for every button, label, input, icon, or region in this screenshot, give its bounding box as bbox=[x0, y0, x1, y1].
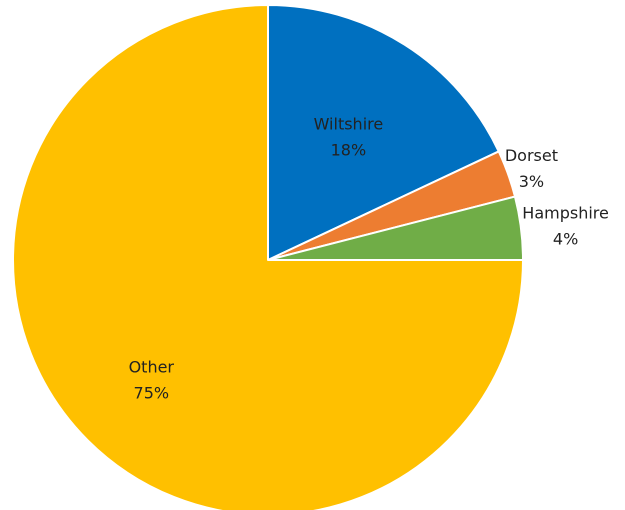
data-label-hampshire: Hampshire 4% bbox=[522, 203, 609, 248]
pie-slice-other bbox=[12, 4, 524, 510]
data-label-value: 4% bbox=[553, 229, 578, 248]
data-label-other: Other 75% bbox=[129, 358, 175, 403]
data-label-dorset: Dorset 3% bbox=[505, 146, 558, 191]
pie-data-labels: Wiltshire 18% Dorset 3% Hampshire 4% Other 75% bbox=[129, 114, 609, 402]
data-label-value: 3% bbox=[519, 172, 544, 191]
data-label-name: Dorset bbox=[505, 146, 558, 165]
data-label-name: Wiltshire bbox=[314, 114, 384, 133]
data-label-wiltshire: Wiltshire 18% bbox=[314, 114, 384, 159]
data-label-name: Other bbox=[129, 358, 175, 377]
pie-slices bbox=[12, 4, 524, 510]
data-label-name: Hampshire bbox=[522, 203, 609, 222]
pie-slice-wiltshire bbox=[267, 4, 500, 261]
data-label-value: 18% bbox=[331, 140, 367, 159]
data-label-value: 75% bbox=[134, 384, 170, 403]
